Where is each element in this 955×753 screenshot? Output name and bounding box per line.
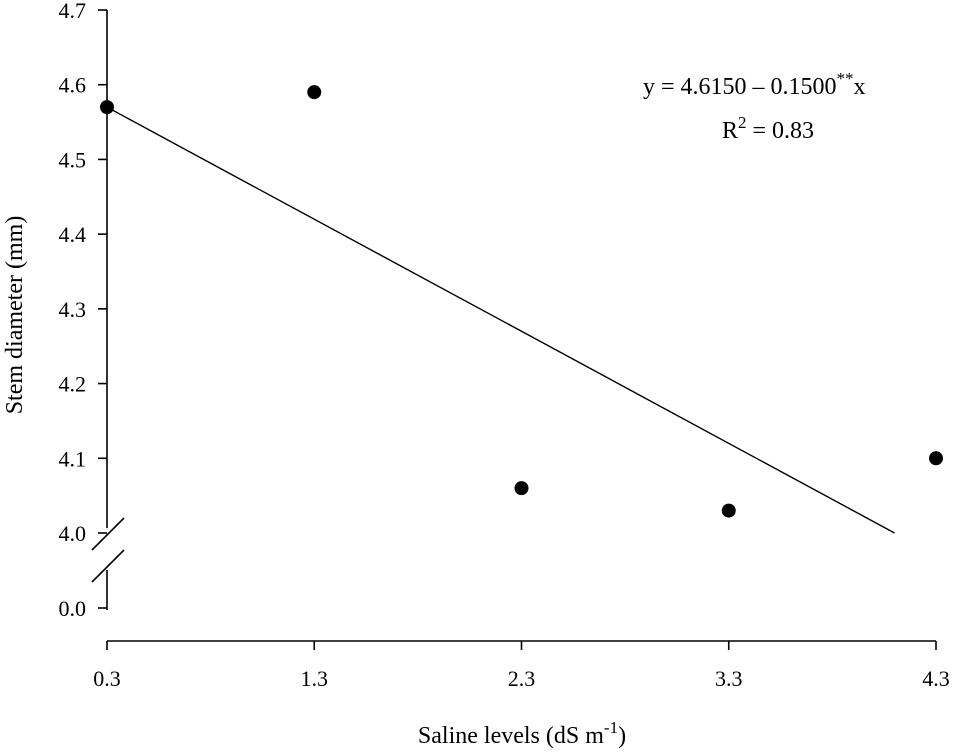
regression-line (106, 106, 895, 534)
y-tick-label-4.2: 4.2 (59, 372, 87, 397)
data-point-5 (929, 451, 943, 466)
x-axis-title-text: Saline levels (dS m (418, 723, 604, 749)
y-tick-label-4.5: 4.5 (59, 147, 87, 172)
x-tick-label-4.3: 4.3 (922, 666, 950, 691)
x-ticks: 0.3 1.3 2.3 3.3 4.3 (93, 641, 950, 691)
x-tick-label-2.3: 2.3 (508, 666, 536, 691)
y-ticks-upper: 4.0 4.1 4.2 4.3 4.4 4.5 4.6 4.7 (59, 0, 107, 546)
equation-variable: x (854, 74, 866, 100)
r-squared-exponent: 2 (738, 113, 747, 132)
y-tick-label-4.6: 4.6 (59, 73, 87, 98)
y-tick-label-0: 0.0 (59, 596, 87, 621)
y-tick-label-4.4: 4.4 (59, 222, 87, 247)
y-axis-break-mark-bottom (91, 549, 125, 583)
x-axis-title-sup: -1 (604, 718, 618, 737)
equation-text: y = 4.6150 – 0.1500 (643, 74, 837, 100)
data-point-2 (307, 85, 322, 100)
y-tick-label-4.3: 4.3 (59, 297, 87, 322)
data-point-3 (514, 481, 529, 496)
x-tick-label-3.3: 3.3 (715, 666, 743, 691)
x-axis-title: Saline levels (dS m-1) (418, 718, 626, 749)
r-squared-symbol: R (722, 118, 738, 144)
data-point-1 (100, 100, 114, 115)
y-axis-break-mark-top (91, 517, 125, 551)
y-axis-title: Stem diameter (mm) (2, 216, 28, 415)
y-axis: 0.0 (59, 10, 125, 621)
y-tick-label-4.1: 4.1 (59, 446, 87, 471)
r-squared: R2 = 0.83 (722, 113, 814, 144)
regression-equation: y = 4.6150 – 0.1500**x (643, 69, 866, 100)
y-tick-label-4.0: 4.0 (59, 521, 87, 546)
x-tick-label-0.3: 0.3 (93, 666, 121, 691)
data-point-4 (721, 503, 736, 518)
equation-significance: ** (837, 69, 854, 88)
x-tick-label-1.3: 1.3 (301, 666, 329, 691)
r-squared-value: = 0.83 (747, 118, 815, 144)
data-points (100, 85, 943, 518)
x-axis-title-end: ) (618, 723, 626, 749)
y-tick-label-4.7: 4.7 (59, 0, 87, 23)
